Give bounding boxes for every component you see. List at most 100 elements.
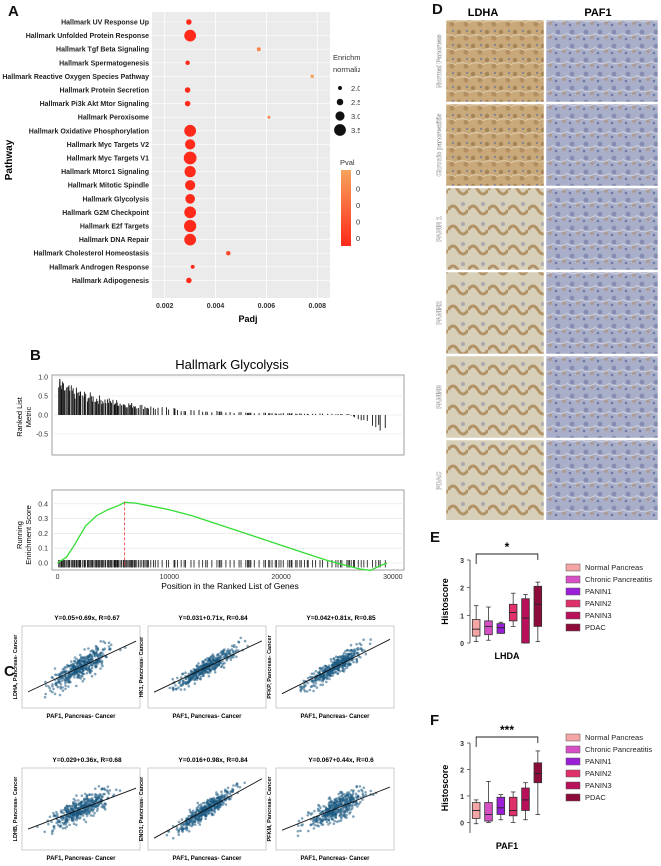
plot-background [152,12,330,298]
scatter-point [354,800,358,804]
scatter-point [207,674,211,678]
scatter-point [334,661,337,665]
scatter-point [341,809,345,812]
scatter-point [191,809,195,813]
pathway-x-axis-label: Padj [238,314,257,324]
scatter-subplot: Y=0.016+0.98x, R=0.84 PAF1, Pancreas- Can… [139,757,267,862]
ranked-metric-bars [58,378,386,431]
pathway-label: Hallmark Protein Secretion [60,88,149,95]
histoscore-axis-label: Histoscore [440,765,450,812]
scatter-x-label: PAF1, Pancreas- Cancer [301,714,371,720]
scatter-point [328,821,332,825]
scatter-point [352,652,356,655]
scatter-point [193,682,197,685]
size-legend-title-2: normalized [333,65,360,74]
legend-label: PANIN3 [585,781,612,790]
gsea-x-label: Position in the Ranked List of Genes [161,581,299,591]
histology-image-paf1 [545,19,659,103]
pathway-dot [184,124,197,137]
scatter-point [312,672,316,675]
regression-equation: Y=0.042+0.81x, R=0.85 [306,615,376,622]
scatter-point [50,832,54,835]
pathway-dot [184,233,197,246]
scatter-point [364,793,368,797]
scatter-point [62,812,65,815]
scatter-subplot: Y=0.042+0.81x, R=0.85 PAF1, Pancreas- Can… [267,615,395,720]
scatter-point [78,803,81,807]
box-body [484,620,493,636]
scatter-point [197,809,201,813]
scatter-point [362,786,366,790]
legend-label: Chronic Pancreatitis [585,745,652,754]
correlation-scatter-grid: Y=0.05+0.69x, R=0.67 PAF1, Pancreas- Canc… [13,615,395,862]
pathway-label: Hallmark Myc Targets V1 [67,156,149,163]
scatter-point [323,814,327,818]
scatter-point [180,829,184,832]
pathway-label: Hallmark UV Response Up [61,20,149,27]
pval-legend-label: 0.002 [356,218,360,227]
scatter-point [59,824,63,827]
pathway-dot [184,87,191,93]
scatter-subplot: Y=0.067+0.44x, R=0.6 PAF1, Pancreas- Canc… [267,757,395,862]
scatter-point [362,638,365,641]
scatter-point [204,658,208,661]
scatter-point [349,643,353,647]
scatter-point [312,681,315,685]
scatter-point [217,653,220,656]
scatter-point [324,808,327,812]
scatter-point [65,825,69,828]
scatter-point [187,685,191,688]
scatter-point [89,814,93,817]
scatter-point [82,669,85,672]
scatter-point [328,796,331,799]
pathway-label: Hallmark Mtorc1 Signaling [61,169,149,176]
scatter-point [226,786,230,790]
scatter-point [98,793,102,796]
pathway-dot [184,206,197,219]
scatter-point [100,661,104,664]
scatter-point [222,655,225,659]
scatter-point [96,804,100,807]
scatter-point [296,824,300,827]
scatter-point [302,679,305,683]
pathway-label: Hallmark Pi3k Akt Mtor Signaling [40,101,149,108]
scatter-point [334,797,337,801]
scatter-point [331,803,334,807]
scatter-point [339,656,342,659]
scatter-point [198,673,201,676]
scatter-point [340,817,343,820]
scatter-point [243,639,247,643]
scatter-point [318,669,322,673]
legend-label: Normal Pancreas [585,563,643,572]
scatter-point [85,666,88,670]
gsea-x-tick: 0 [56,574,60,581]
scatter-point [75,657,78,661]
scatter-point [321,815,324,818]
scatter-point [208,809,211,812]
scatter-point [349,652,353,656]
scatter-point [316,824,319,827]
pval-legend-label: 0.001 [356,234,360,243]
scatter-point [337,792,340,796]
scatter-point [94,787,97,790]
scatter-point [59,682,63,686]
legend-swatch [565,769,581,778]
scatter-point [315,686,319,689]
scatter-point [231,787,234,791]
scatter-point [104,655,108,659]
scatter-point [195,664,198,668]
scatter-point [331,818,334,821]
scatter-y-label: PFKM, Pancreas- Cancer [267,776,273,842]
size-legend-label: 3.5 [351,126,360,135]
histology-image-ldha [445,103,545,187]
pathway-plot-grid [152,12,330,298]
scatter-point [168,686,172,690]
scatter-point [330,660,333,663]
pathway-label: Hallmark E2f Targets [80,224,149,231]
scatter-point [177,686,180,689]
paf1-boxplot: 0 1 2 3 Histoscore *** PAF1 Normal Pancreas Chro… [440,723,652,851]
size-legend-dot [334,124,346,136]
running-es-y-ticks: 0.4 0.3 0.2 0.1 0.0 [38,501,48,567]
scatter-point [75,816,79,820]
scatter-point [302,688,306,691]
